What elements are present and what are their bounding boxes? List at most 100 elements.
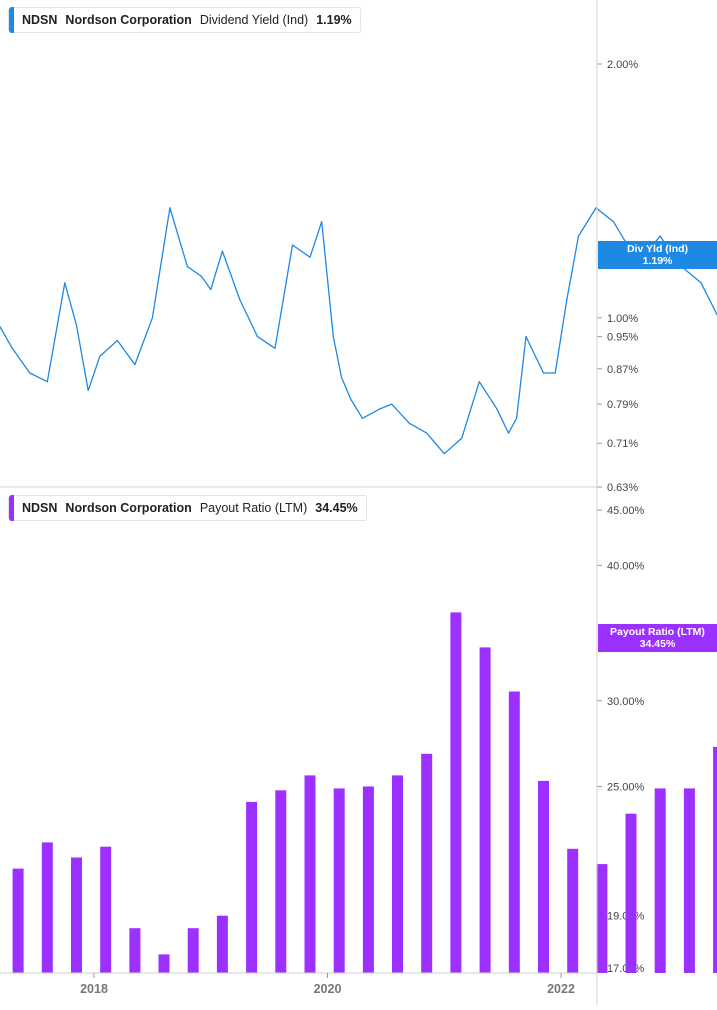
bottom-panel: 45.00%40.00%30.00%25.00%19.00%17.00%2018… [0, 505, 717, 996]
data-point [379, 408, 381, 410]
data-point [64, 282, 66, 284]
bar [71, 857, 82, 973]
top-legend: NDSN Nordson Corporation Dividend Yield … [8, 7, 361, 33]
data-point [478, 381, 480, 383]
y-tick-label: 0.87% [607, 364, 638, 376]
data-point [11, 347, 13, 349]
data-point [29, 372, 31, 374]
data-point [186, 266, 188, 268]
data-point [443, 453, 445, 455]
bar [596, 864, 608, 973]
value-tag-label: Div Yld (Ind) [626, 243, 689, 255]
value-tag-label: Payout Ratio (LTM) [610, 626, 705, 638]
payout-ratio-value-tag: Payout Ratio (LTM) 34.45% [598, 624, 717, 652]
bar [567, 848, 579, 973]
data-point [361, 417, 364, 419]
y-tick-label: 0.71% [607, 438, 638, 450]
top-panel: 2.00% 1.00% 0.95% 0.87% 0.79% 0.71% 0.63% [0, 59, 717, 494]
data-point [200, 275, 202, 277]
legend-swatch [9, 7, 14, 33]
legend-value: 34.45% [315, 501, 358, 515]
data-point [461, 437, 463, 439]
data-point [99, 355, 101, 357]
data-point [239, 299, 241, 301]
bar [246, 801, 258, 973]
data-point [309, 256, 311, 258]
bar [683, 788, 695, 973]
legend-value: 1.19% [316, 13, 352, 27]
data-point [595, 207, 597, 209]
x-tick-label: 2022 [547, 982, 575, 996]
y-tick-label: 0.63% [607, 482, 638, 494]
bar [479, 647, 491, 973]
legend-metric: Payout Ratio (LTM) [199, 501, 308, 515]
data-point [221, 250, 223, 252]
bar [713, 746, 717, 973]
data-point [542, 372, 545, 374]
y-tick-label: 1.00% [607, 313, 638, 325]
x-tick-label: 2018 [80, 982, 108, 996]
bar [216, 915, 228, 973]
bar [333, 788, 345, 973]
data-point [612, 221, 615, 223]
data-point [566, 299, 568, 301]
bar [275, 790, 287, 973]
data-point [116, 339, 118, 342]
data-point [134, 364, 136, 366]
data-point [507, 432, 510, 434]
data-point [408, 422, 410, 424]
bar [12, 868, 24, 973]
y-tick-label: 0.95% [607, 332, 638, 344]
data-point [525, 336, 527, 338]
data-point [554, 372, 556, 374]
y-tick-label: 40.00% [607, 560, 645, 572]
data-point [659, 235, 661, 237]
data-point [700, 282, 702, 284]
bar [421, 753, 433, 973]
data-point [321, 221, 323, 223]
bar [100, 846, 112, 973]
data-point [75, 324, 78, 326]
y-tick-label: 25.00% [607, 782, 645, 794]
data-point [169, 207, 171, 209]
data-point [291, 244, 294, 246]
bar [129, 928, 141, 973]
legend-company: Nordson Corporation [65, 501, 192, 515]
data-point [350, 398, 352, 401]
y-tick-label: 45.00% [607, 505, 645, 517]
bar [538, 780, 549, 973]
y-tick-label: 0.79% [607, 399, 638, 411]
data-point [46, 381, 48, 383]
data-point [577, 235, 580, 237]
bar [625, 813, 637, 973]
data-point [340, 376, 343, 378]
data-point [391, 403, 393, 405]
data-point [274, 347, 276, 349]
data-point [256, 336, 259, 338]
x-tick-label: 2020 [314, 982, 342, 996]
bar [508, 691, 520, 973]
data-point [332, 336, 334, 338]
data-point [496, 408, 498, 410]
y-tick-label: 30.00% [607, 696, 645, 708]
bar [450, 612, 462, 973]
bar [304, 775, 316, 973]
data-point [516, 417, 518, 419]
bar [362, 786, 374, 973]
bar [41, 842, 53, 973]
bottom-legend: NDSN Nordson Corporation Payout Ratio (L… [8, 495, 367, 521]
bar [654, 788, 666, 973]
legend-ticker: NDSN [22, 501, 58, 515]
data-point [87, 389, 89, 392]
y-tick-label: 2.00% [607, 59, 638, 71]
legend-swatch [9, 495, 14, 521]
value-tag-value: 1.19% [642, 255, 673, 267]
div-yield-value-tag: Div Yld (Ind) 1.19% [598, 241, 717, 269]
data-point [426, 432, 428, 434]
value-tag-value: 34.45% [639, 638, 676, 650]
legend-metric: Dividend Yield (Ind) [199, 13, 309, 27]
bar [392, 775, 403, 973]
bar [187, 928, 199, 973]
